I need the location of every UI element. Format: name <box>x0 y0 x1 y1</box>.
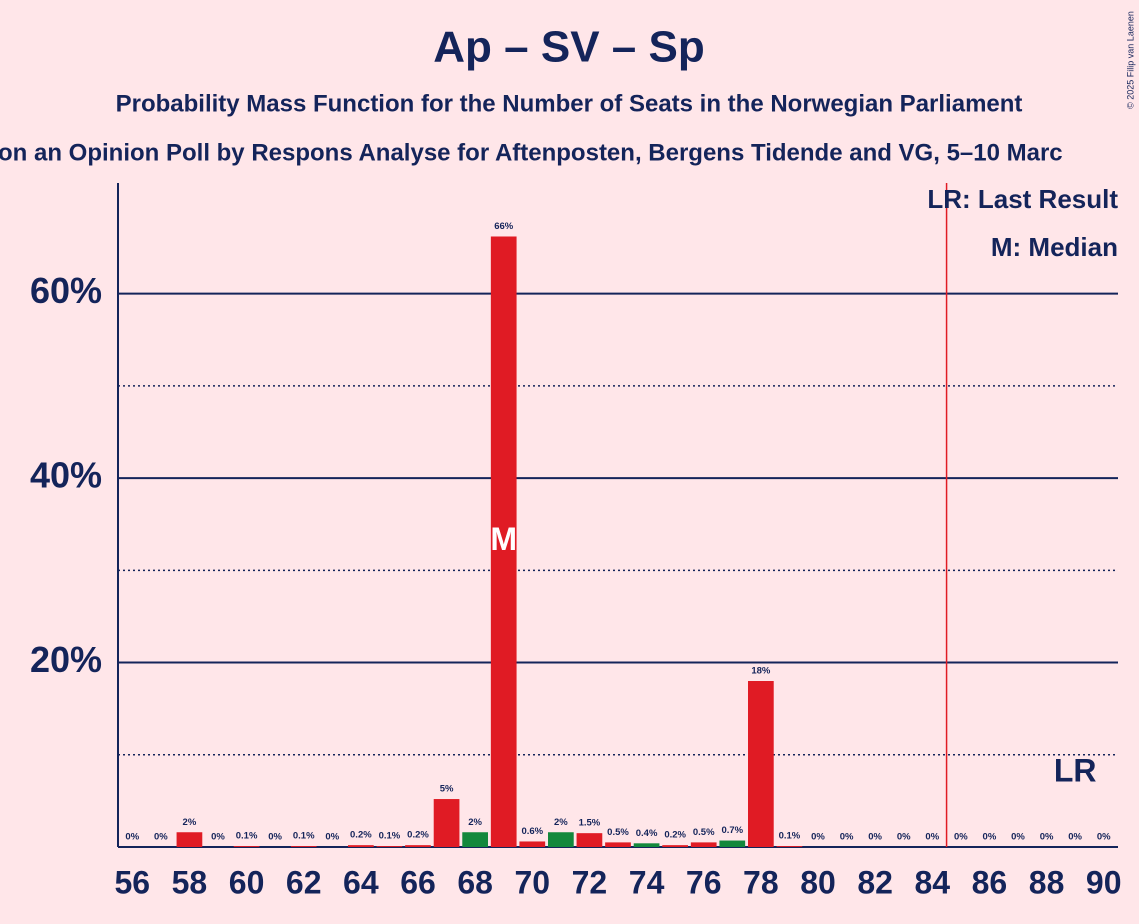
value-label: 0% <box>268 832 282 843</box>
value-label: 0.5% <box>607 827 629 838</box>
chart-title: Ap – SV – Sp <box>433 23 704 72</box>
bar <box>376 846 403 847</box>
bar <box>748 681 774 847</box>
bar <box>348 845 374 847</box>
x-tick-label: 64 <box>343 864 379 900</box>
x-tick-label: 88 <box>1029 864 1065 900</box>
value-label: 0.1% <box>779 831 801 842</box>
bar <box>176 832 203 847</box>
value-label: 0% <box>868 832 882 843</box>
bar <box>633 843 660 847</box>
value-label: 0.2% <box>350 830 372 841</box>
x-tick-label: 82 <box>857 864 893 900</box>
x-tick-label: 90 <box>1086 864 1122 900</box>
bar <box>690 842 717 847</box>
value-label: 0% <box>211 832 225 843</box>
chart-subtitle: Probability Mass Function for the Number… <box>116 90 1023 117</box>
x-tick-label: 68 <box>457 864 493 900</box>
median-marker: M <box>490 521 517 557</box>
x-tick-label: 86 <box>972 864 1008 900</box>
chart-subtitle: on an Opinion Poll by Respons Analyse fo… <box>0 139 1063 166</box>
x-tick-label: 66 <box>400 864 436 900</box>
value-label: 0% <box>1011 832 1025 843</box>
bar <box>662 845 688 847</box>
value-label: 0.7% <box>721 825 743 836</box>
x-tick-label: 70 <box>514 864 550 900</box>
value-label: 0% <box>1068 832 1082 843</box>
value-label: 1.5% <box>579 818 601 829</box>
value-label: 0.1% <box>236 831 258 842</box>
value-label: 0% <box>1040 832 1054 843</box>
value-label: 0.2% <box>664 830 686 841</box>
value-label: 0.6% <box>521 826 543 837</box>
bar <box>576 833 603 847</box>
bar <box>462 832 488 847</box>
last-result-label: LR <box>1054 752 1097 788</box>
value-label: 0.5% <box>693 827 715 838</box>
value-label: 0.4% <box>636 828 658 839</box>
value-label: 0% <box>325 832 339 843</box>
bar <box>233 846 260 847</box>
x-tick-label: 74 <box>629 864 665 900</box>
x-tick-label: 60 <box>229 864 265 900</box>
x-tick-label: 76 <box>686 864 722 900</box>
x-tick-label: 56 <box>114 864 150 900</box>
value-label: 0% <box>840 832 854 843</box>
bar <box>519 841 546 847</box>
x-tick-label: 78 <box>743 864 779 900</box>
bar <box>605 842 631 847</box>
y-tick-label: 60% <box>30 270 102 311</box>
legend-entry: M: Median <box>991 232 1118 262</box>
value-label: 2% <box>183 817 197 828</box>
y-tick-label: 20% <box>30 639 102 680</box>
bar <box>719 840 746 847</box>
legend-entry: LR: Last Result <box>927 184 1118 214</box>
x-tick-label: 62 <box>286 864 322 900</box>
value-label: 5% <box>440 784 454 795</box>
bar <box>548 832 574 847</box>
value-label: 0% <box>125 832 139 843</box>
value-label: 0% <box>983 832 997 843</box>
bar <box>405 845 431 847</box>
value-label: 2% <box>554 817 568 828</box>
value-label: 0% <box>925 832 939 843</box>
value-label: 66% <box>494 221 514 232</box>
y-tick-label: 40% <box>30 455 102 496</box>
value-label: 0% <box>1097 832 1111 843</box>
value-label: 0% <box>154 832 168 843</box>
x-tick-label: 80 <box>800 864 836 900</box>
x-tick-label: 58 <box>172 864 208 900</box>
x-tick-label: 84 <box>914 864 950 900</box>
value-label: 0.1% <box>293 831 315 842</box>
value-label: 0.2% <box>407 830 429 841</box>
value-label: 0.1% <box>379 831 401 842</box>
bar <box>490 236 517 847</box>
copyright: © 2025 Filip van Laenen <box>1125 11 1135 109</box>
bar <box>776 846 803 847</box>
x-tick-label: 72 <box>572 864 608 900</box>
value-label: 2% <box>468 817 482 828</box>
value-label: 18% <box>751 666 771 677</box>
bar <box>290 846 317 847</box>
value-label: 0% <box>954 832 968 843</box>
value-label: 0% <box>811 832 825 843</box>
value-label: 0% <box>897 832 911 843</box>
bar <box>433 799 460 847</box>
